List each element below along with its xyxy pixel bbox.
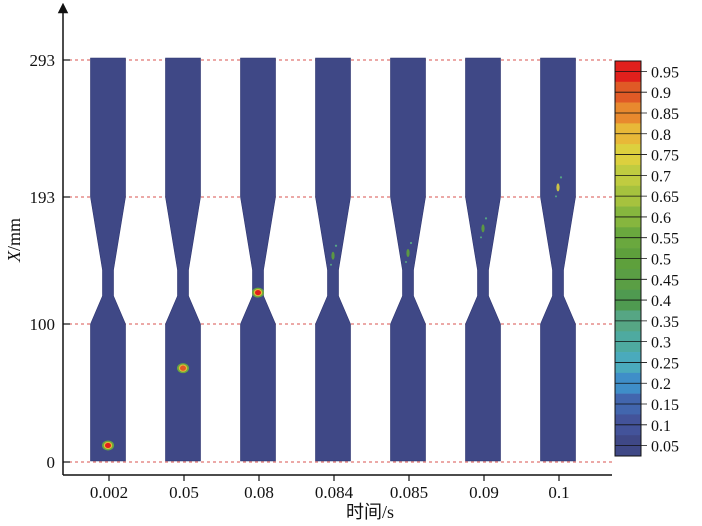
hotspot-speck	[409, 241, 413, 245]
hotspots	[102, 176, 563, 451]
hotspot-speck	[555, 195, 557, 198]
hotspot-0.084	[331, 251, 335, 260]
x-tick-label: 0.084	[315, 483, 354, 502]
specimen-0.1	[540, 57, 576, 462]
x-axis-title: 时间/s	[346, 502, 394, 522]
x-tick-label: 0.09	[469, 483, 499, 502]
specimen-0.08	[240, 57, 276, 462]
x-tick-label: 0.1	[548, 483, 569, 502]
colorbar-label: 0.3	[651, 335, 671, 352]
specimen-0.05	[165, 57, 201, 462]
x-tick-label: 0.002	[90, 483, 128, 502]
y-ticks: 0 100 193 293	[30, 51, 70, 472]
y-tick-label: 193	[30, 188, 56, 207]
specimen-0.085	[390, 57, 426, 462]
colorbar-label: 0.95	[651, 64, 679, 81]
x-tick-label: 0.08	[244, 483, 274, 502]
colorbar-label: 0.2	[651, 376, 671, 393]
colorbar-label: 0.8	[651, 127, 671, 144]
gridlines	[63, 59, 612, 463]
hotspot-0.1	[556, 183, 560, 192]
colorbar-label: 0.4	[651, 293, 671, 310]
specimen-0.09	[465, 57, 501, 462]
hotspot-speck	[405, 260, 407, 263]
colorbar-frame	[614, 60, 642, 457]
colorbar: 0.95 0.9 0.85 0.8 0.75 0.7 0.65 0.6 0.55 0.5 0.45 0…	[614, 60, 679, 457]
y-tick-label: 0	[47, 453, 56, 472]
y-tick-label: 293	[30, 51, 56, 70]
colorbar-label: 0.35	[651, 314, 679, 331]
hotspot-0.08	[255, 289, 261, 296]
colorbar-label: 0.85	[651, 106, 679, 123]
x-tick-label: 0.05	[169, 483, 199, 502]
hotspot-speck	[330, 263, 332, 266]
colorbar-label: 0.45	[651, 272, 679, 289]
y-axis-title-var: X	[4, 250, 24, 263]
specimen-0.002	[90, 57, 126, 462]
specimens	[90, 57, 576, 462]
colorbar-label: 0.5	[651, 252, 671, 269]
colorbar-label: 0.6	[651, 210, 671, 227]
colorbar-label: 0.55	[651, 231, 679, 248]
hotspot-0.002	[105, 442, 111, 449]
hotspot-speck	[484, 217, 488, 220]
hotspot-speck	[559, 176, 563, 179]
colorbar-label: 0.25	[651, 355, 679, 372]
colorbar-label: 0.7	[651, 168, 671, 185]
hotspot-0.05	[180, 365, 186, 371]
y-tick-label: 100	[30, 315, 56, 334]
x-ticks: 0.002 0.05 0.08 0.084 0.085 0.09 0.1	[90, 475, 570, 502]
hotspot-speck	[480, 236, 482, 239]
x-tick-label: 0.085	[390, 483, 428, 502]
hotspot-speck	[334, 244, 338, 247]
colorbar-label: 0.1	[651, 418, 671, 435]
hotspot-0.085	[406, 248, 410, 257]
colorbar-label: 0.65	[651, 189, 679, 206]
y-axis-title: X/mm	[4, 218, 24, 263]
colorbar-label: 0.05	[651, 439, 679, 456]
colorbar-label: 0.15	[651, 397, 679, 414]
y-axis-title-unit: /mm	[4, 218, 24, 251]
colorbar-label: 0.9	[651, 85, 671, 102]
colorbar-label: 0.75	[651, 148, 679, 165]
hotspot-0.09	[481, 224, 485, 233]
